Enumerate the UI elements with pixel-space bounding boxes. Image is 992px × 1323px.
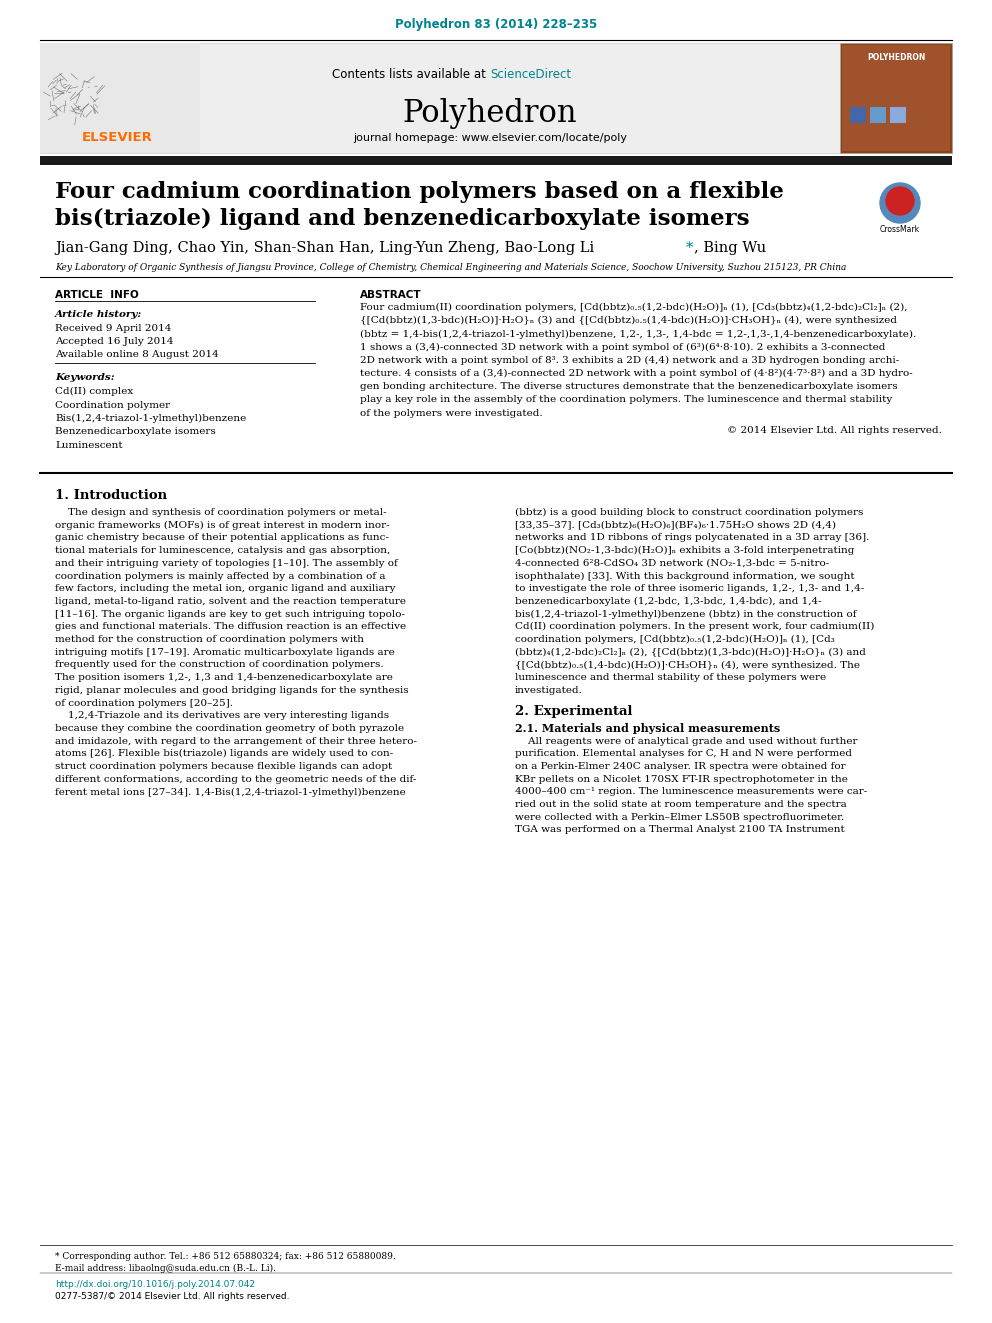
Text: KBr pellets on a Nicolet 170SX FT-IR spectrophotometer in the: KBr pellets on a Nicolet 170SX FT-IR spe… — [515, 774, 848, 783]
Text: [33,35–37]. [Cd₃(bbtz)₆(H₂O)₆](BF₄)₆·1.75H₂O shows 2D (4,4): [33,35–37]. [Cd₃(bbtz)₆(H₂O)₆](BF₄)₆·1.7… — [515, 521, 836, 529]
Text: bis(1,2,4-triazol-1-ylmethyl)benzene (bbtz) in the construction of: bis(1,2,4-triazol-1-ylmethyl)benzene (bb… — [515, 610, 856, 619]
Text: Benzenedicarboxylate isomers: Benzenedicarboxylate isomers — [55, 427, 215, 437]
Text: play a key role in the assembly of the coordination polymers. The luminescence a: play a key role in the assembly of the c… — [360, 396, 892, 405]
Text: ferent metal ions [27–34]. 1,4-Bis(1,2,4-triazol-1-ylmethyl)benzene: ferent metal ions [27–34]. 1,4-Bis(1,2,4… — [55, 787, 406, 796]
Text: Accepted 16 July 2014: Accepted 16 July 2014 — [55, 337, 174, 347]
Text: journal homepage: www.elsevier.com/locate/poly: journal homepage: www.elsevier.com/locat… — [353, 134, 627, 143]
Text: Article history:: Article history: — [55, 310, 142, 319]
Text: on a Perkin-Elmer 240C analyser. IR spectra were obtained for: on a Perkin-Elmer 240C analyser. IR spec… — [515, 762, 845, 771]
Circle shape — [886, 187, 914, 216]
Circle shape — [880, 183, 920, 224]
Text: 2D network with a point symbol of 8³. 3 exhibits a 2D (4,4) network and a 3D hyd: 2D network with a point symbol of 8³. 3 … — [360, 356, 900, 365]
Text: E-mail address: libaolng@suda.edu.cn (B.-L. Li).: E-mail address: libaolng@suda.edu.cn (B.… — [55, 1263, 276, 1273]
Text: ARTICLE  INFO: ARTICLE INFO — [55, 290, 139, 300]
Text: ligand, metal-to-ligand ratio, solvent and the reaction temperature: ligand, metal-to-ligand ratio, solvent a… — [55, 597, 406, 606]
Text: Coordination polymer: Coordination polymer — [55, 401, 170, 410]
Text: coordination polymers is mainly affected by a combination of a: coordination polymers is mainly affected… — [55, 572, 386, 581]
Text: 1 shows a (3,4)-connected 3D network with a point symbol of (6³)(6⁴·8·10). 2 exh: 1 shows a (3,4)-connected 3D network wit… — [360, 343, 886, 352]
Text: The position isomers 1,2-, 1,3 and 1,4-benzenedicarboxylate are: The position isomers 1,2-, 1,3 and 1,4-b… — [55, 673, 393, 683]
Text: 1,2,4-Triazole and its derivatives are very interesting ligands: 1,2,4-Triazole and its derivatives are v… — [55, 712, 389, 720]
Text: © 2014 Elsevier Ltd. All rights reserved.: © 2014 Elsevier Ltd. All rights reserved… — [727, 426, 942, 435]
Text: Keywords:: Keywords: — [55, 373, 115, 382]
Text: [Co(bbtz)(NO₂-1,3-bdc)(H₂O)]ₙ exhibits a 3-fold interpenetrating: [Co(bbtz)(NO₂-1,3-bdc)(H₂O)]ₙ exhibits a… — [515, 546, 854, 556]
Text: were collected with a Perkin–Elmer LS50B spectrofluorimeter.: were collected with a Perkin–Elmer LS50B… — [515, 812, 844, 822]
Text: TGA was performed on a Thermal Analyst 2100 TA Instrument: TGA was performed on a Thermal Analyst 2… — [515, 826, 845, 835]
Text: bis(triazole) ligand and benzenedicarboxylate isomers: bis(triazole) ligand and benzenedicarbox… — [55, 208, 750, 230]
Text: struct coordination polymers because flexible ligands can adopt: struct coordination polymers because fle… — [55, 762, 392, 771]
Bar — [870, 107, 886, 123]
Text: (bbtz)₄(1,2-bdc)₂Cl₂]ₙ (2), {[Cd(bbtz)(1,3-bdc)(H₂O)]·H₂O}ₙ (3) and: (bbtz)₄(1,2-bdc)₂Cl₂]ₙ (2), {[Cd(bbtz)(1… — [515, 648, 866, 656]
Text: ScienceDirect: ScienceDirect — [490, 67, 571, 81]
Text: ganic chemistry because of their potential applications as func-: ganic chemistry because of their potenti… — [55, 533, 389, 542]
Text: and their intriguing variety of topologies [1–10]. The assembly of: and their intriguing variety of topologi… — [55, 558, 398, 568]
Text: 1. Introduction: 1. Introduction — [55, 490, 167, 501]
Text: coordination polymers, [Cd(bbtz)₀.₅(1,2-bdc)(H₂O)]ₙ (1), [Cd₃: coordination polymers, [Cd(bbtz)₀.₅(1,2-… — [515, 635, 834, 644]
Text: 4000–400 cm⁻¹ region. The luminescence measurements were car-: 4000–400 cm⁻¹ region. The luminescence m… — [515, 787, 867, 796]
Text: * Corresponding author. Tel.: +86 512 65880324; fax: +86 512 65880089.: * Corresponding author. Tel.: +86 512 65… — [55, 1252, 396, 1261]
Text: luminescence and thermal stability of these polymers were: luminescence and thermal stability of th… — [515, 673, 826, 683]
Bar — [890, 107, 906, 123]
Text: POLYHEDRON: POLYHEDRON — [867, 53, 926, 62]
Text: 4-connected 6²8-CdSO₄ 3D network (NO₂-1,3-bdc = 5-nitro-: 4-connected 6²8-CdSO₄ 3D network (NO₂-1,… — [515, 558, 829, 568]
Text: Contents lists available at: Contents lists available at — [332, 67, 490, 81]
Text: different conformations, according to the geometric needs of the dif-: different conformations, according to th… — [55, 775, 417, 783]
Text: http://dx.doi.org/10.1016/j.poly.2014.07.042: http://dx.doi.org/10.1016/j.poly.2014.07… — [55, 1279, 255, 1289]
Text: 0277-5387/© 2014 Elsevier Ltd. All rights reserved.: 0277-5387/© 2014 Elsevier Ltd. All right… — [55, 1293, 290, 1301]
Text: CrossMark: CrossMark — [880, 225, 920, 234]
Text: Four cadmium(II) coordination polymers, [Cd(bbtz)₀.₅(1,2-bdc)(H₂O)]ₙ (1), [Cd₃(b: Four cadmium(II) coordination polymers, … — [360, 303, 908, 312]
Text: networks and 1D ribbons of rings polycatenated in a 3D array [36].: networks and 1D ribbons of rings polycat… — [515, 533, 869, 542]
Text: because they combine the coordination geometry of both pyrazole: because they combine the coordination ge… — [55, 724, 404, 733]
Text: The design and synthesis of coordination polymers or metal-: The design and synthesis of coordination… — [55, 508, 387, 517]
Text: (bbtz = 1,4-bis(1,2,4-triazol-1-ylmethyl)benzene, 1,2-, 1,3-, 1,4-bdc = 1,2-,1,3: (bbtz = 1,4-bis(1,2,4-triazol-1-ylmethyl… — [360, 329, 917, 339]
Text: organic frameworks (MOFs) is of great interest in modern inor-: organic frameworks (MOFs) is of great in… — [55, 521, 390, 529]
Text: Jian-Gang Ding, Chao Yin, Shan-Shan Han, Ling-Yun Zheng, Bao-Long Li: Jian-Gang Ding, Chao Yin, Shan-Shan Han,… — [55, 241, 594, 255]
Text: to investigate the role of three isomeric ligands, 1,2-, 1,3- and 1,4-: to investigate the role of three isomeri… — [515, 585, 864, 593]
Text: gen bonding architecture. The diverse structures demonstrate that the benzenedic: gen bonding architecture. The diverse st… — [360, 382, 898, 392]
Text: Polyhedron 83 (2014) 228–235: Polyhedron 83 (2014) 228–235 — [395, 19, 597, 30]
Text: and imidazole, with regard to the arrangement of their three hetero-: and imidazole, with regard to the arrang… — [55, 737, 417, 746]
Text: Cd(II) complex: Cd(II) complex — [55, 388, 133, 396]
Text: tional materials for luminescence, catalysis and gas absorption,: tional materials for luminescence, catal… — [55, 546, 390, 556]
Text: isophthalate) [33]. With this background information, we sought: isophthalate) [33]. With this background… — [515, 572, 855, 581]
Bar — [850, 107, 866, 123]
Text: Available online 8 August 2014: Available online 8 August 2014 — [55, 351, 219, 359]
Text: investigated.: investigated. — [515, 685, 583, 695]
Text: method for the construction of coordination polymers with: method for the construction of coordinat… — [55, 635, 364, 644]
Text: {[Cd(bbtz)₀.₅(1,4-bdc)(H₂O)]·CH₃OH}ₙ (4), were synthesized. The: {[Cd(bbtz)₀.₅(1,4-bdc)(H₂O)]·CH₃OH}ₙ (4)… — [515, 660, 860, 669]
Text: ried out in the solid state at room temperature and the spectra: ried out in the solid state at room temp… — [515, 800, 847, 808]
Text: Received 9 April 2014: Received 9 April 2014 — [55, 324, 172, 333]
Text: ABSTRACT: ABSTRACT — [360, 290, 422, 300]
Text: ELSEVIER: ELSEVIER — [81, 131, 153, 144]
Text: , Bing Wu: , Bing Wu — [694, 241, 766, 255]
Text: benzenedicarboxylate (1,2-bdc, 1,3-bdc, 1,4-bdc), and 1,4-: benzenedicarboxylate (1,2-bdc, 1,3-bdc, … — [515, 597, 821, 606]
Text: Luminescent: Luminescent — [55, 441, 123, 450]
Text: of the polymers were investigated.: of the polymers were investigated. — [360, 409, 543, 418]
Text: purification. Elemental analyses for C, H and N were performed: purification. Elemental analyses for C, … — [515, 749, 852, 758]
Text: few factors, including the metal ion, organic ligand and auxiliary: few factors, including the metal ion, or… — [55, 585, 396, 593]
Text: tecture. 4 consists of a (3,4)-connected 2D network with a point symbol of (4·8²: tecture. 4 consists of a (3,4)-connected… — [360, 369, 913, 378]
Text: of coordination polymers [20–25].: of coordination polymers [20–25]. — [55, 699, 233, 708]
Text: frequently used for the construction of coordination polymers.: frequently used for the construction of … — [55, 660, 384, 669]
Bar — [40, 44, 200, 153]
Text: Bis(1,2,4-triazol-1-ylmethyl)benzene: Bis(1,2,4-triazol-1-ylmethyl)benzene — [55, 414, 246, 423]
Text: Four cadmium coordination polymers based on a flexible: Four cadmium coordination polymers based… — [55, 181, 784, 202]
Bar — [40, 156, 952, 165]
Text: 2. Experimental: 2. Experimental — [515, 705, 633, 717]
Text: 2.1. Materials and physical measurements: 2.1. Materials and physical measurements — [515, 722, 781, 733]
Text: (bbtz) is a good building block to construct coordination polymers: (bbtz) is a good building block to const… — [515, 508, 863, 517]
Text: Polyhedron: Polyhedron — [403, 98, 577, 130]
Text: Cd(II) coordination polymers. In the present work, four cadmium(II): Cd(II) coordination polymers. In the pre… — [515, 622, 874, 631]
Bar — [840, 44, 952, 153]
Bar — [40, 44, 952, 153]
Text: *: * — [686, 241, 693, 255]
Text: atoms [26]. Flexible bis(triazole) ligands are widely used to con-: atoms [26]. Flexible bis(triazole) ligan… — [55, 749, 393, 758]
Text: [11–16]. The organic ligands are key to get such intriguing topolo-: [11–16]. The organic ligands are key to … — [55, 610, 405, 619]
Text: All reagents were of analytical grade and used without further: All reagents were of analytical grade an… — [515, 737, 857, 745]
Text: intriguing motifs [17–19]. Aromatic multicarboxylate ligands are: intriguing motifs [17–19]. Aromatic mult… — [55, 648, 395, 656]
Text: Key Laboratory of Organic Synthesis of Jiangsu Province, College of Chemistry, C: Key Laboratory of Organic Synthesis of J… — [55, 263, 846, 273]
Text: rigid, planar molecules and good bridging ligands for the synthesis: rigid, planar molecules and good bridgin… — [55, 685, 409, 695]
Text: gies and functional materials. The diffusion reaction is an effective: gies and functional materials. The diffu… — [55, 622, 406, 631]
Text: {[Cd(bbtz)(1,3-bdc)(H₂O)]·H₂O}ₙ (3) and {[Cd(bbtz)₀.₅(1,4-bdc)(H₂O)]·CH₃OH}ₙ (4): {[Cd(bbtz)(1,3-bdc)(H₂O)]·H₂O}ₙ (3) and … — [360, 316, 897, 325]
Bar — [842, 45, 950, 151]
